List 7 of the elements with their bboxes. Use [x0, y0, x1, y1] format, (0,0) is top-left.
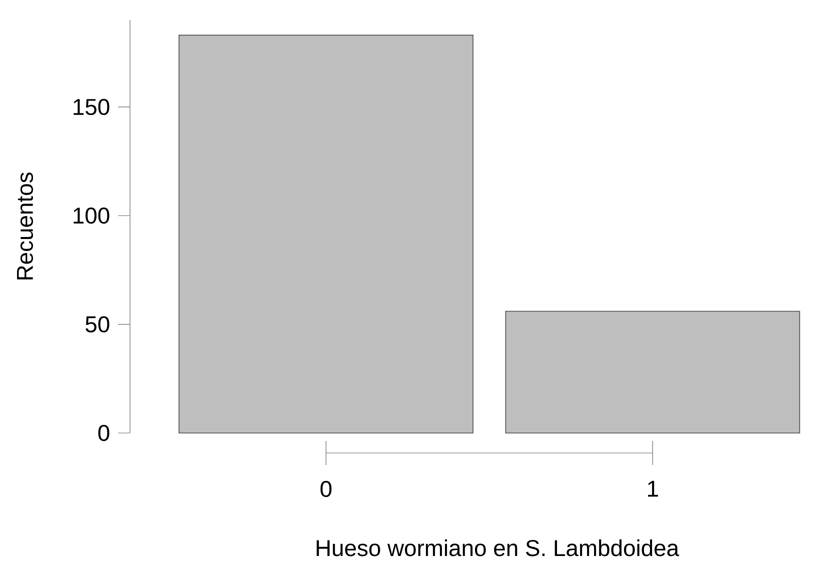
y-tick-label: 50	[86, 316, 110, 332]
y-tick-label: 0	[98, 424, 110, 442]
x-axis-title: Hueso wormiano en S. Lambdoidea	[316, 539, 680, 556]
y-axis-title: Recuentos	[17, 172, 34, 280]
y-tick-label: 150	[74, 98, 110, 116]
y-tick-label: 100	[74, 208, 110, 224]
x-tick-label: 1	[648, 480, 658, 497]
